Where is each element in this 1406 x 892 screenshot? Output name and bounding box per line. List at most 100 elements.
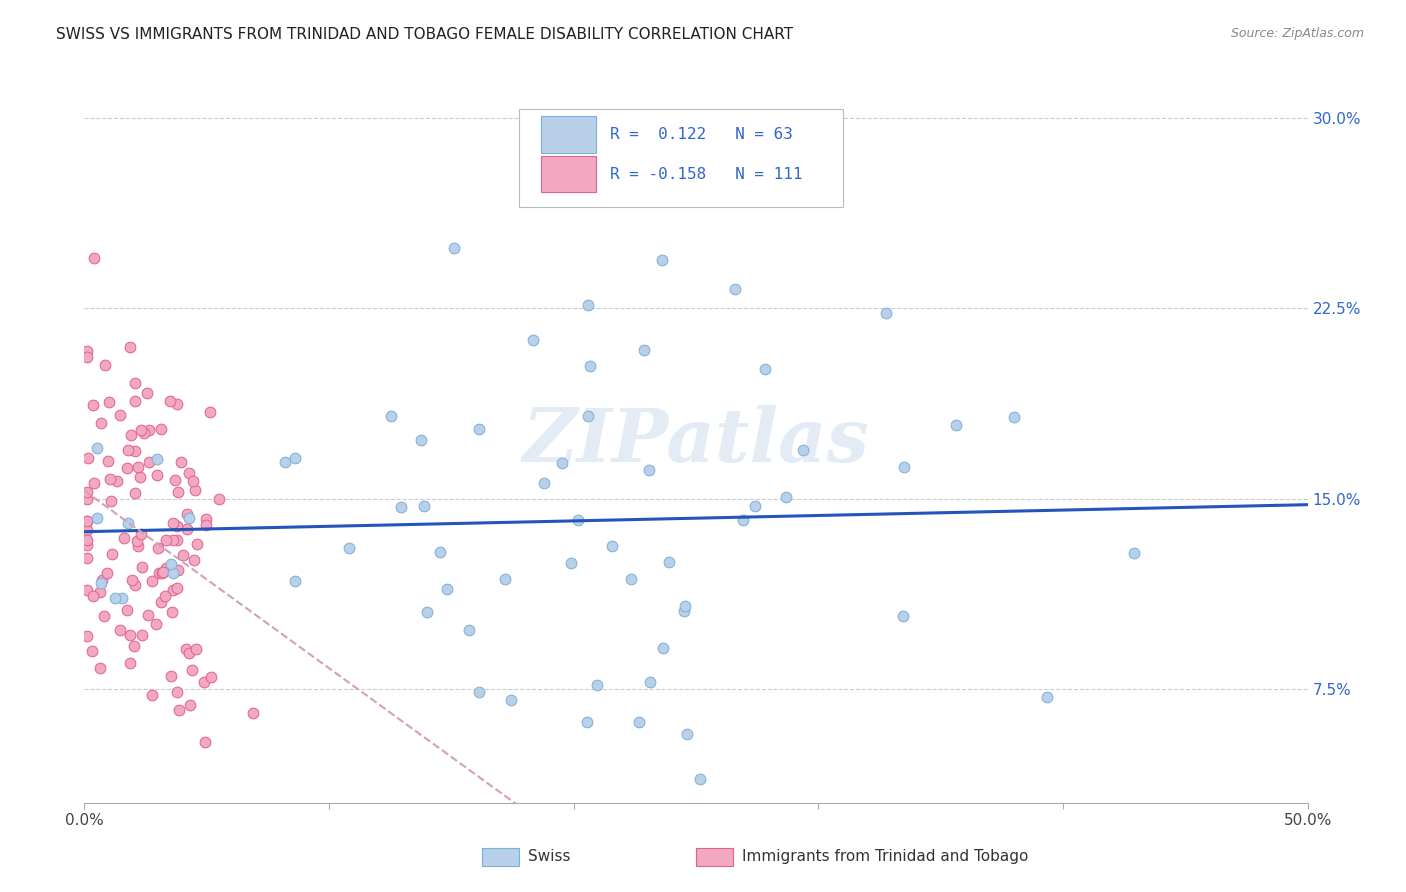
Point <box>127 533 149 548</box>
Point <box>638 674 661 689</box>
Point <box>184 642 207 657</box>
Point <box>98 472 121 486</box>
Point <box>131 560 153 574</box>
Point <box>457 623 479 637</box>
Point <box>124 486 146 500</box>
Point <box>628 714 651 729</box>
Point <box>101 547 124 561</box>
Point <box>179 698 201 712</box>
Point <box>127 539 149 553</box>
Point <box>97 395 120 409</box>
Point <box>754 361 776 376</box>
Point <box>468 685 491 699</box>
Point <box>86 510 108 524</box>
FancyBboxPatch shape <box>482 848 519 865</box>
Point <box>90 573 112 587</box>
Point <box>194 512 217 526</box>
Point <box>76 485 98 500</box>
Point <box>93 609 115 624</box>
Point <box>337 541 360 556</box>
Point <box>551 456 574 470</box>
Point <box>672 604 695 618</box>
Point <box>124 394 146 409</box>
Point <box>501 693 523 707</box>
Point <box>162 533 184 548</box>
Point <box>159 393 181 408</box>
Point <box>775 490 797 504</box>
Point <box>560 556 582 570</box>
Point <box>166 582 188 596</box>
Point <box>176 522 198 536</box>
Point <box>129 423 152 437</box>
Point <box>83 251 105 265</box>
Point <box>179 467 201 481</box>
Point <box>86 441 108 455</box>
Point <box>76 538 98 552</box>
Point <box>150 595 173 609</box>
Point <box>76 523 98 537</box>
Point <box>733 513 755 527</box>
Point <box>108 624 131 638</box>
Point <box>1002 409 1025 424</box>
Point <box>131 628 153 642</box>
Point <box>162 516 184 530</box>
Point <box>124 578 146 592</box>
Text: R =  0.122   N = 63: R = 0.122 N = 63 <box>610 127 793 142</box>
Point <box>893 459 915 474</box>
Point <box>283 574 305 588</box>
Point <box>576 715 599 730</box>
Point <box>159 668 181 682</box>
Point <box>104 591 127 605</box>
Point <box>567 513 589 527</box>
Point <box>146 468 169 483</box>
Point <box>89 585 111 599</box>
Point <box>172 549 194 563</box>
Point <box>169 455 191 469</box>
Point <box>600 539 623 553</box>
Point <box>160 558 183 572</box>
FancyBboxPatch shape <box>519 109 842 207</box>
Point <box>689 772 711 787</box>
Point <box>181 474 204 488</box>
Point <box>166 563 188 577</box>
Point <box>76 344 98 359</box>
Point <box>124 639 146 653</box>
Point <box>93 358 115 372</box>
Text: ZIPatlas: ZIPatlas <box>523 405 869 478</box>
Point <box>127 459 149 474</box>
Point <box>195 517 218 532</box>
Point <box>429 545 451 559</box>
Point <box>105 474 128 488</box>
Point <box>165 473 187 487</box>
Point <box>118 340 141 354</box>
Point <box>83 476 105 491</box>
Point <box>183 553 205 567</box>
Point <box>155 589 177 603</box>
Point <box>162 583 184 598</box>
Point <box>117 443 139 458</box>
Point <box>129 527 152 541</box>
Point <box>162 566 184 580</box>
Point <box>412 500 434 514</box>
Point <box>579 359 602 373</box>
Point <box>146 541 169 555</box>
Point <box>242 706 264 720</box>
Point <box>181 664 204 678</box>
FancyBboxPatch shape <box>541 117 596 153</box>
Point <box>76 533 98 548</box>
Point <box>166 533 188 547</box>
Point <box>148 566 170 581</box>
Point <box>155 561 177 575</box>
Point <box>146 451 169 466</box>
Point <box>284 450 307 465</box>
Text: Immigrants from Trinidad and Tobago: Immigrants from Trinidad and Tobago <box>742 849 1029 864</box>
Point <box>436 582 458 596</box>
Point <box>155 533 177 547</box>
Point <box>90 576 112 591</box>
Point <box>468 422 491 436</box>
Point <box>110 408 132 422</box>
Point <box>945 417 967 432</box>
Point <box>152 566 174 581</box>
Point <box>792 443 814 458</box>
Point <box>132 425 155 440</box>
